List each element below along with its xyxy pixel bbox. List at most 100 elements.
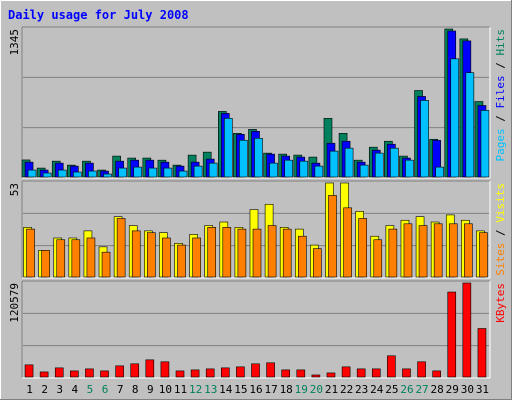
x-tick-label: 21 [325, 383, 338, 396]
bar [390, 147, 399, 178]
y-tick-label: 1345 [8, 29, 21, 56]
x-tick-label: 31 [476, 383, 489, 396]
bar [356, 368, 366, 378]
legend-entry: KBytes [494, 283, 507, 323]
bar [103, 173, 112, 178]
bar [358, 218, 367, 278]
legend-entry: Visits [494, 183, 507, 223]
x-tick-label: 18 [280, 383, 293, 396]
bar [284, 159, 293, 178]
bar [24, 364, 34, 378]
bar [417, 361, 426, 378]
legend-entry: Sites [494, 243, 507, 276]
legend: Sites / Visits [494, 183, 507, 276]
bar [162, 237, 171, 278]
bar [205, 368, 215, 378]
bar [314, 165, 324, 178]
bar [465, 72, 475, 178]
x-tick-label: 26 [400, 383, 413, 396]
bar [54, 367, 64, 378]
x-tick-label: 30 [461, 383, 474, 396]
bar [131, 230, 141, 278]
bar [254, 137, 263, 178]
bar [299, 160, 309, 178]
x-tick-label: 27 [415, 383, 428, 396]
bar [70, 370, 79, 378]
bar [433, 223, 443, 278]
bar [435, 166, 444, 178]
bar [388, 228, 398, 278]
legend-separator: / [494, 109, 507, 129]
bar [252, 228, 262, 278]
x-tick-label: 5 [87, 383, 94, 396]
bar [130, 363, 140, 378]
bar [86, 237, 96, 278]
bar [145, 359, 155, 378]
bar [464, 223, 473, 278]
bar [85, 368, 94, 378]
bar [178, 170, 188, 178]
x-tick-label: 2 [41, 383, 48, 396]
bar [359, 164, 369, 178]
bar [402, 368, 411, 378]
bar [208, 162, 218, 178]
x-tick-label: 15 [234, 383, 247, 396]
bar [432, 370, 441, 378]
bar [344, 147, 354, 178]
bar [343, 207, 352, 278]
bar [42, 172, 52, 178]
x-tick-label: 9 [147, 383, 154, 396]
bar [418, 225, 428, 278]
bar [221, 367, 230, 378]
bar [88, 170, 97, 178]
bar [175, 370, 185, 378]
x-tick-label: 13 [204, 383, 217, 396]
x-tick-label: 8 [132, 383, 139, 396]
bar [193, 165, 203, 178]
bar [374, 152, 384, 178]
x-tick-label: 16 [249, 383, 262, 396]
bar [420, 100, 429, 178]
bar [116, 218, 126, 278]
bar [207, 227, 217, 278]
x-tick-label: 3 [56, 383, 63, 396]
bar [341, 366, 351, 378]
bar [371, 368, 381, 378]
bar [27, 169, 37, 178]
x-tick-label: 24 [370, 383, 384, 396]
bar [115, 365, 124, 378]
bar [71, 239, 81, 278]
bar [266, 362, 275, 378]
panel [22, 281, 490, 378]
bar [192, 237, 201, 278]
legend-separator: / [494, 56, 507, 76]
bar [160, 361, 170, 378]
bar [177, 244, 186, 278]
bar [326, 372, 336, 378]
bar [57, 169, 67, 178]
bar [448, 223, 458, 278]
bar [269, 162, 278, 178]
bar [462, 282, 472, 378]
legend: Pages / Files / Hits [494, 29, 507, 162]
bar [148, 167, 158, 178]
bar [281, 369, 290, 378]
legend: KBytes [494, 283, 507, 323]
bar [237, 228, 247, 278]
bar [101, 251, 111, 278]
x-tick-label: 1 [26, 383, 33, 396]
bar [267, 225, 277, 278]
legend-entry: Files [494, 75, 507, 108]
bar [39, 371, 49, 378]
bar [480, 110, 490, 178]
bar [297, 235, 307, 278]
bar [118, 167, 127, 178]
bar [56, 239, 66, 278]
x-tick-label: 23 [355, 383, 368, 396]
legend-entry: Hits [494, 29, 507, 56]
x-tick-label: 14 [219, 383, 233, 396]
bar [224, 118, 233, 178]
x-tick-label: 22 [340, 383, 353, 396]
bar [222, 227, 232, 278]
